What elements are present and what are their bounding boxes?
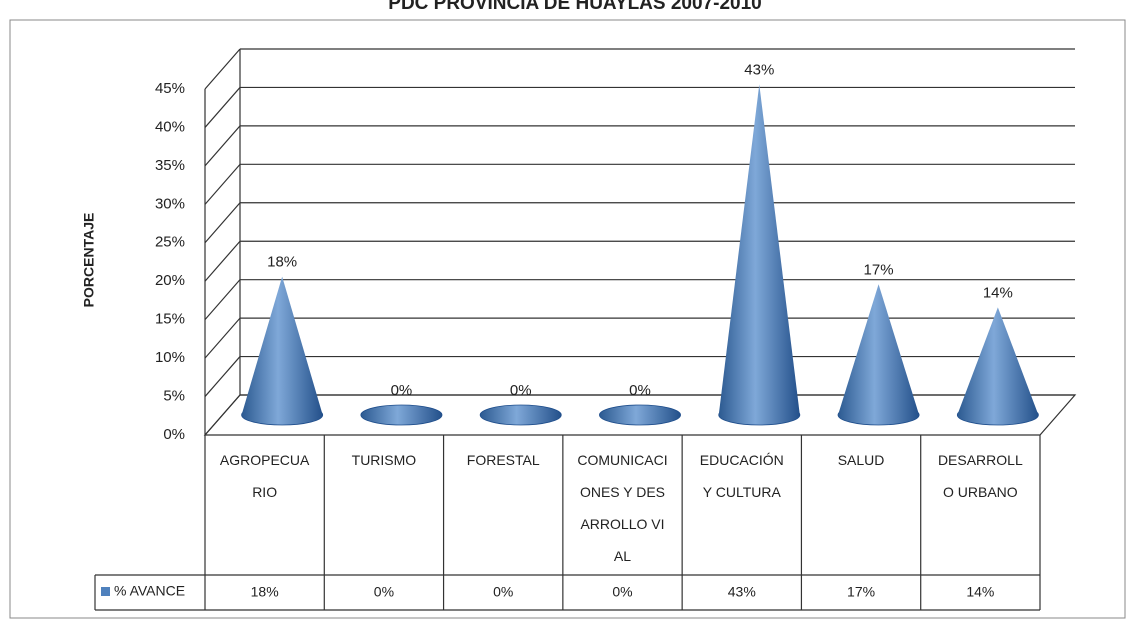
side-grid-line xyxy=(204,125,241,167)
side-grid-line xyxy=(204,317,241,359)
side-grid-line xyxy=(204,48,241,90)
category-label: DESARROLLO URBANO xyxy=(937,452,1023,500)
table-value: 0% xyxy=(493,584,513,600)
y-tick-label: 40% xyxy=(155,118,185,135)
data-label: 0% xyxy=(510,382,532,399)
y-tick-label: 20% xyxy=(155,272,185,289)
category-label: SALUD xyxy=(837,452,885,468)
cone-base xyxy=(360,404,443,426)
side-grid-line xyxy=(204,202,241,244)
y-tick-label: 25% xyxy=(155,234,185,251)
category-label: COMUNICACIONES Y DESARROLLO VIAL xyxy=(577,452,668,564)
cone xyxy=(956,307,1039,426)
category-label: EDUCACIÓN Y CULTURA xyxy=(699,452,784,500)
cone-body xyxy=(241,276,323,415)
side-grid-line xyxy=(204,394,241,436)
category-label: AGROPECUARIO xyxy=(219,452,310,500)
y-tick-label: 30% xyxy=(155,195,185,212)
data-label: 0% xyxy=(391,382,413,399)
cone xyxy=(718,84,801,426)
cone xyxy=(241,276,324,426)
cone-body xyxy=(957,307,1039,415)
y-tick-label: 15% xyxy=(155,311,185,328)
legend-swatch xyxy=(101,587,110,596)
cone-base xyxy=(599,404,681,426)
cone xyxy=(360,404,443,426)
data-label: 17% xyxy=(864,261,894,278)
data-label: 0% xyxy=(629,382,651,399)
chart-title: PDC PROVINCIA DE HUAYLAS 2007-2010 xyxy=(388,0,761,14)
table-value: 0% xyxy=(374,584,394,600)
chart-border xyxy=(9,19,1126,619)
y-tick-label: 10% xyxy=(155,349,185,366)
y-tick-label: 35% xyxy=(155,157,185,174)
legend-label: % AVANCE xyxy=(114,583,185,599)
cone xyxy=(479,404,562,426)
side-grid-line xyxy=(204,87,241,128)
table-value: 17% xyxy=(847,584,875,600)
cone xyxy=(837,284,920,426)
cone-body xyxy=(718,84,800,415)
cone-base xyxy=(479,404,562,426)
y-tick-label: 0% xyxy=(163,426,185,443)
side-grid-line xyxy=(204,240,241,282)
cone-body xyxy=(838,284,920,415)
side-grid-line xyxy=(204,279,241,321)
category-label: FORESTAL xyxy=(466,452,540,468)
side-grid-line xyxy=(204,163,241,205)
data-label: 18% xyxy=(267,254,297,271)
table-value: 18% xyxy=(251,584,279,600)
category-label: TURISMO xyxy=(351,452,417,468)
y-tick-label: 5% xyxy=(163,388,185,405)
table-value: 0% xyxy=(612,584,632,600)
data-label: 14% xyxy=(983,284,1013,301)
y-axis-title: PORCENTAJE xyxy=(81,213,97,308)
side-grid-line xyxy=(204,356,241,397)
data-label: 43% xyxy=(744,61,774,78)
cone xyxy=(599,404,681,426)
y-tick-label: 45% xyxy=(155,80,185,97)
table-value: 43% xyxy=(728,584,756,600)
table-value: 14% xyxy=(966,584,994,600)
